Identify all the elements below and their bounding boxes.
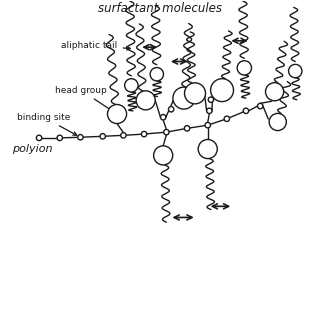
Text: surfactant molecules: surfactant molecules: [98, 3, 222, 15]
Circle shape: [185, 83, 205, 104]
Text: aliphatic tail: aliphatic tail: [61, 41, 130, 50]
Circle shape: [198, 140, 217, 159]
Circle shape: [121, 132, 126, 138]
Circle shape: [141, 132, 147, 137]
Circle shape: [173, 87, 195, 109]
Circle shape: [36, 135, 42, 140]
Circle shape: [136, 91, 155, 110]
Circle shape: [57, 135, 62, 140]
Circle shape: [184, 126, 190, 131]
Circle shape: [160, 115, 166, 120]
Circle shape: [207, 108, 212, 114]
Circle shape: [100, 133, 105, 139]
Circle shape: [211, 79, 234, 102]
Circle shape: [224, 116, 229, 122]
Text: binding site: binding site: [17, 113, 77, 135]
Circle shape: [258, 103, 263, 109]
Circle shape: [150, 68, 164, 81]
Circle shape: [208, 97, 214, 102]
Circle shape: [269, 113, 286, 131]
Circle shape: [164, 130, 169, 135]
Circle shape: [205, 123, 211, 128]
Circle shape: [266, 83, 284, 101]
Circle shape: [78, 134, 83, 140]
Circle shape: [125, 79, 138, 92]
Text: polyion: polyion: [12, 144, 52, 154]
Circle shape: [108, 104, 127, 124]
Circle shape: [243, 108, 249, 114]
Text: head group: head group: [55, 86, 114, 112]
Circle shape: [154, 146, 173, 165]
Circle shape: [289, 64, 302, 78]
Circle shape: [168, 107, 174, 112]
Circle shape: [237, 61, 252, 75]
